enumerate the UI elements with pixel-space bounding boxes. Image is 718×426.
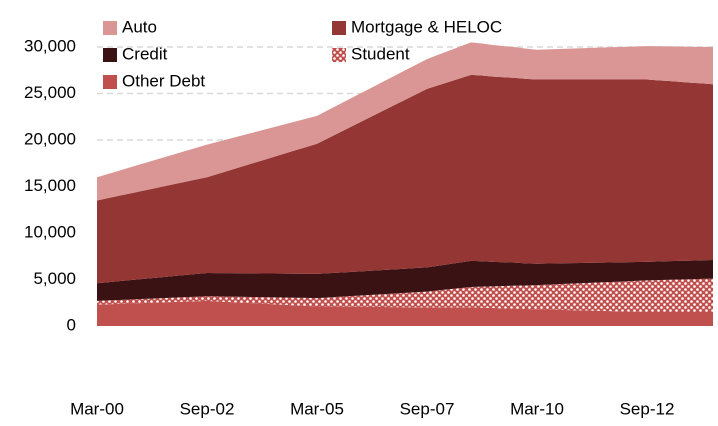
x-tick-label: Mar-05 <box>290 399 344 418</box>
x-tick-label: Sep-02 <box>180 399 235 418</box>
area <box>97 259 713 301</box>
y-tick-label: 25,000 <box>24 83 76 102</box>
y-tick-label: 0 <box>67 315 76 334</box>
areas <box>97 42 713 326</box>
legend-swatch <box>103 75 117 89</box>
y-tick-label: 15,000 <box>24 176 76 195</box>
x-tick-label: Sep-12 <box>620 399 675 418</box>
legend-swatch <box>103 48 117 62</box>
y-tick-label: 30,000 <box>24 36 76 55</box>
area <box>97 300 713 326</box>
y-tick-label: 10,000 <box>24 222 76 241</box>
legend-swatch <box>332 21 346 35</box>
x-tick-label: Sep-07 <box>400 399 455 418</box>
legend-swatch <box>103 21 117 35</box>
area <box>97 278 713 313</box>
x-tick-label: Mar-00 <box>70 399 124 418</box>
labels: 0 5,000 10,000 15,000 20,000 25,000 30,000 Mar-… <box>24 17 674 418</box>
legend-swatch <box>332 48 346 62</box>
area <box>97 74 713 284</box>
area <box>97 42 713 201</box>
legend-label: Other Debt <box>122 71 205 90</box>
y-tick-label: 20,000 <box>24 129 76 148</box>
x-tick-label: Mar-10 <box>510 399 564 418</box>
legend-label: Student <box>351 44 410 63</box>
legend-label: Mortgage & HELOC <box>351 17 502 36</box>
legend-label: Credit <box>122 44 168 63</box>
legend-label: Auto <box>122 17 157 36</box>
y-tick-label: 5,000 <box>33 269 76 288</box>
